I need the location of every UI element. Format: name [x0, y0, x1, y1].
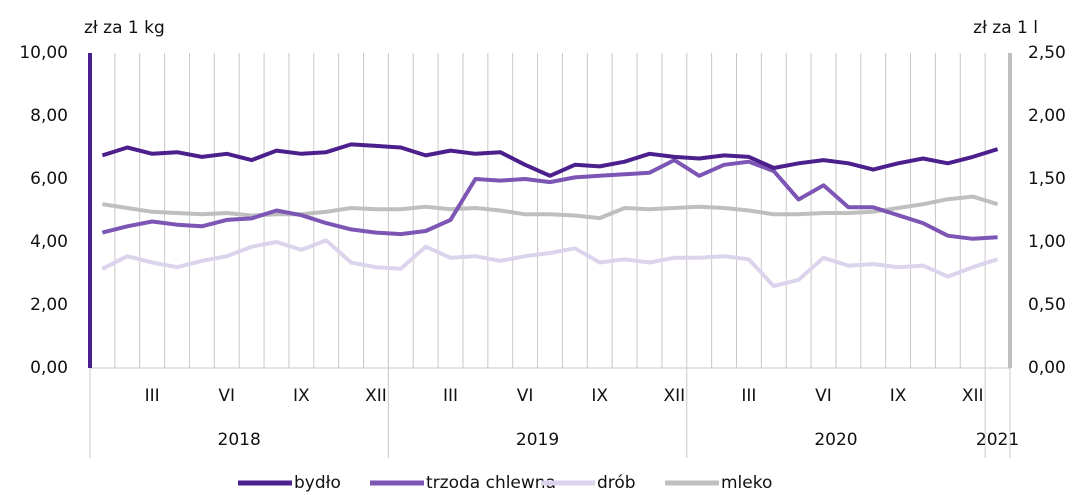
- y-tick-label: 10,00: [19, 43, 68, 63]
- year-label: 2019: [516, 430, 559, 450]
- series-line: [101, 238, 999, 289]
- series-line: [101, 158, 998, 241]
- y-tick-label: 2,00: [30, 295, 68, 315]
- x-tick-label: IX: [890, 386, 907, 406]
- x-tick-label: IX: [293, 386, 310, 406]
- legend-label: bydło: [294, 473, 341, 493]
- x-tick-label: III: [443, 386, 458, 406]
- year-label: 2020: [814, 430, 857, 450]
- x-tick-label: III: [145, 386, 160, 406]
- y2-axis-label: zł za 1 l: [973, 18, 1038, 38]
- legend-label: mleko: [721, 473, 772, 493]
- y-tick-label: 4,00: [30, 232, 68, 252]
- y2-tick-label: 1,00: [1028, 232, 1066, 252]
- x-tick-label: VI: [218, 386, 235, 406]
- y-axis-label: zł za 1 kg: [84, 18, 165, 38]
- y2-tick-label: 2,00: [1028, 106, 1066, 126]
- y-tick-label: 0,00: [30, 358, 68, 378]
- y-tick-label: 8,00: [30, 106, 68, 126]
- year-label: 2018: [218, 430, 261, 450]
- legend-label: trzoda chlewna: [426, 473, 556, 493]
- y-tick-label: 6,00: [30, 169, 68, 189]
- x-tick-label: XII: [663, 386, 685, 406]
- series-line: [102, 194, 999, 221]
- x-tick-label: XII: [962, 386, 984, 406]
- x-tick-label: VI: [517, 386, 534, 406]
- y2-tick-label: 2,50: [1028, 43, 1066, 63]
- x-tick-label: IX: [591, 386, 608, 406]
- y2-tick-label: 0,00: [1028, 358, 1066, 378]
- x-tick-label: VI: [815, 386, 832, 406]
- y2-tick-label: 0,50: [1028, 295, 1066, 315]
- series-line: [101, 142, 999, 178]
- year-label: 2021: [976, 430, 1019, 450]
- legend-label: drób: [597, 473, 636, 493]
- x-tick-label: III: [741, 386, 756, 406]
- x-tick-label: XII: [365, 386, 387, 406]
- y2-tick-label: 1,50: [1028, 169, 1066, 189]
